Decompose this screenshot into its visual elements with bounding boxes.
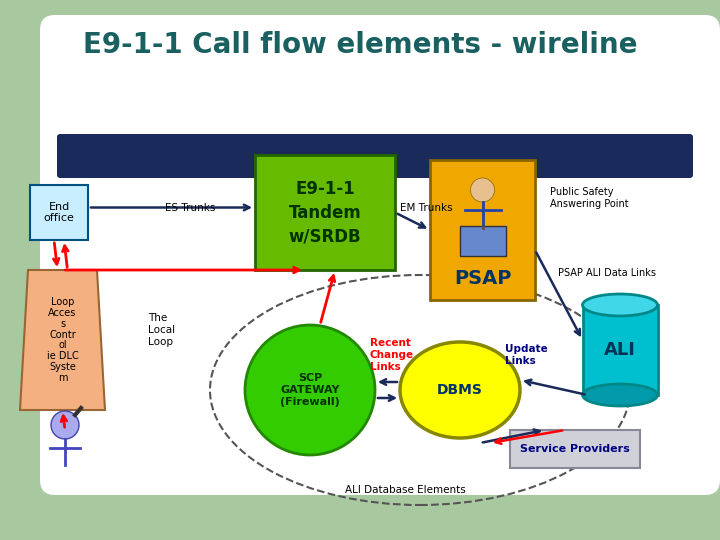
FancyBboxPatch shape: [510, 430, 640, 468]
Circle shape: [245, 325, 375, 455]
FancyBboxPatch shape: [57, 134, 693, 178]
Text: Service Providers: Service Providers: [520, 444, 630, 454]
Text: EM Trunks: EM Trunks: [400, 203, 453, 213]
Text: End
office: End office: [44, 202, 74, 224]
Text: Public Safety
Answering Point: Public Safety Answering Point: [550, 187, 629, 209]
Ellipse shape: [582, 294, 657, 316]
Text: The
Local
Loop: The Local Loop: [148, 313, 175, 347]
FancyBboxPatch shape: [40, 15, 720, 495]
Text: Loop
Acces
s
Contr
ol
ie DLC
Syste
m: Loop Acces s Contr ol ie DLC Syste m: [47, 297, 78, 383]
Ellipse shape: [582, 384, 657, 406]
FancyBboxPatch shape: [30, 185, 88, 240]
Text: E9-1-1 Call flow elements - wireline: E9-1-1 Call flow elements - wireline: [83, 31, 637, 59]
Ellipse shape: [400, 342, 520, 438]
Text: SCP
GATEWAY
(Firewall): SCP GATEWAY (Firewall): [280, 373, 340, 407]
Text: PSAP ALI Data Links: PSAP ALI Data Links: [558, 268, 656, 278]
Circle shape: [51, 411, 79, 439]
FancyBboxPatch shape: [582, 305, 657, 395]
FancyBboxPatch shape: [255, 155, 395, 270]
Text: E9-1-1
Tandem
w/SRDB: E9-1-1 Tandem w/SRDB: [289, 180, 361, 245]
Text: ALI: ALI: [604, 341, 636, 359]
FancyBboxPatch shape: [459, 226, 505, 256]
Text: ALI Database Elements: ALI Database Elements: [345, 485, 466, 495]
Text: DBMS: DBMS: [437, 383, 483, 397]
Text: PSAP: PSAP: [454, 268, 511, 287]
Text: Update
Links: Update Links: [505, 344, 548, 366]
FancyBboxPatch shape: [430, 160, 535, 300]
Polygon shape: [20, 270, 105, 410]
Circle shape: [470, 178, 495, 202]
Text: ES Trunks: ES Trunks: [165, 203, 215, 213]
Text: Recent
Change
Links: Recent Change Links: [370, 339, 414, 372]
